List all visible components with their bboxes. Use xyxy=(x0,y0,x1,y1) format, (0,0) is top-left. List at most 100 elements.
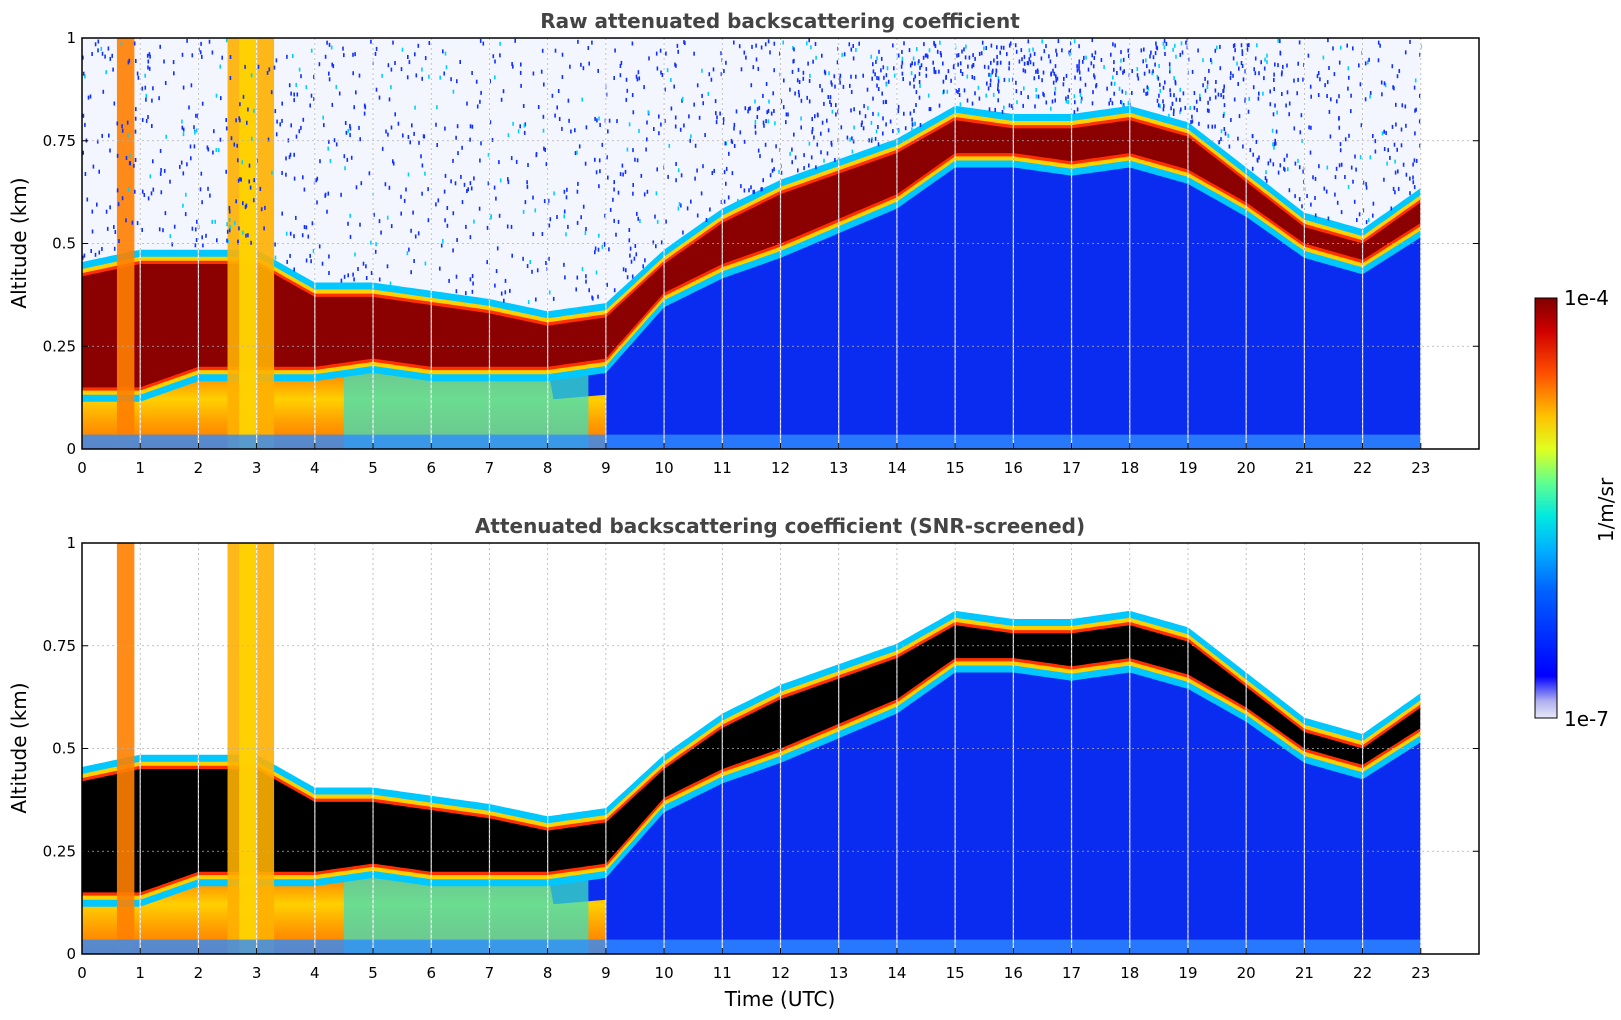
noise-speckle xyxy=(625,97,628,102)
noise-speckle xyxy=(762,178,764,183)
x-tick-label: 0 xyxy=(77,459,87,477)
noise-speckle xyxy=(830,102,832,107)
noise-speckle xyxy=(1043,49,1046,54)
noise-speckle xyxy=(1389,155,1391,160)
noise-speckle xyxy=(1340,45,1342,50)
x-tick-label: 13 xyxy=(829,459,848,477)
noise-speckle xyxy=(683,123,685,128)
noise-speckle xyxy=(499,41,501,46)
noise-speckle xyxy=(151,98,153,103)
noise-speckle xyxy=(264,205,266,210)
noise-speckle xyxy=(705,218,708,222)
noise-speckle xyxy=(933,66,935,71)
noise-speckle xyxy=(631,41,634,46)
noise-speckle xyxy=(1419,52,1421,57)
noise-speckle xyxy=(1008,78,1010,83)
noise-speckle xyxy=(596,118,598,123)
noise-speckle xyxy=(428,74,430,79)
noise-speckle xyxy=(184,212,187,217)
noise-speckle xyxy=(1169,92,1172,97)
noise-speckle xyxy=(517,129,520,134)
noise-speckle xyxy=(1326,165,1329,170)
noise-speckle xyxy=(240,177,242,182)
noise-speckle xyxy=(1163,38,1166,43)
noise-speckle xyxy=(635,252,638,257)
noise-speckle xyxy=(1310,125,1312,130)
noise-speckle xyxy=(764,42,767,47)
noise-speckle xyxy=(748,107,750,111)
noise-speckle xyxy=(668,143,671,148)
noise-speckle xyxy=(450,179,452,184)
x-tick-label: 22 xyxy=(1353,459,1372,477)
noise-speckle xyxy=(1082,59,1084,64)
noise-speckle xyxy=(247,107,249,112)
noise-speckle xyxy=(754,124,757,129)
noise-speckle xyxy=(826,151,829,156)
noise-speckle xyxy=(740,184,742,189)
noise-speckle xyxy=(807,61,809,66)
noise-speckle xyxy=(350,155,353,160)
noise-speckle xyxy=(1078,44,1080,49)
noise-speckle xyxy=(439,75,441,80)
noise-speckle xyxy=(1350,93,1352,98)
noise-speckle xyxy=(1273,145,1275,150)
noise-speckle xyxy=(228,206,231,210)
noise-speckle xyxy=(880,56,883,61)
noise-speckle xyxy=(1199,97,1201,102)
x-tick-label: 6 xyxy=(426,459,436,477)
noise-speckle xyxy=(574,128,576,133)
noise-speckle xyxy=(1156,46,1159,51)
noise-speckle xyxy=(754,99,756,104)
noise-speckle xyxy=(566,187,568,192)
noise-speckle xyxy=(378,95,381,100)
noise-speckle xyxy=(599,123,601,127)
noise-speckle xyxy=(1265,170,1267,175)
noise-speckle xyxy=(613,288,616,293)
noise-speckle xyxy=(625,77,628,82)
noise-speckle xyxy=(143,193,146,197)
noise-speckle xyxy=(1150,50,1152,55)
noise-speckle xyxy=(594,250,596,255)
noise-speckle xyxy=(877,125,879,129)
noise-speckle xyxy=(1288,112,1290,117)
noise-speckle xyxy=(910,71,913,76)
noise-speckle xyxy=(324,193,326,198)
noise-speckle xyxy=(324,54,327,59)
noise-speckle xyxy=(794,91,796,96)
noise-speckle xyxy=(524,200,527,205)
noise-speckle xyxy=(328,71,330,76)
noise-speckle xyxy=(442,238,444,243)
noise-speckle xyxy=(563,209,566,214)
noise-speckle xyxy=(94,252,97,257)
noise-speckle xyxy=(1174,43,1176,48)
noise-speckle xyxy=(499,53,501,58)
noise-speckle xyxy=(864,114,867,119)
noise-speckle xyxy=(758,105,761,110)
noise-speckle xyxy=(620,60,623,65)
noise-speckle xyxy=(632,110,635,115)
noise-speckle xyxy=(1051,99,1054,104)
noise-speckle xyxy=(246,120,248,125)
noise-speckle xyxy=(660,122,662,127)
noise-speckle xyxy=(465,224,467,229)
noise-speckle xyxy=(1109,97,1112,102)
noise-speckle xyxy=(563,189,566,194)
noise-speckle xyxy=(689,138,691,143)
noise-speckle xyxy=(1035,69,1037,74)
noise-speckle xyxy=(300,125,302,130)
noise-speckle xyxy=(700,191,703,196)
noise-speckle xyxy=(1003,105,1005,110)
noise-speckle xyxy=(1050,72,1052,77)
noise-speckle xyxy=(1163,45,1166,50)
noise-speckle xyxy=(1256,157,1259,162)
noise-speckle xyxy=(209,193,211,198)
noise-speckle xyxy=(117,202,120,207)
noise-speckle xyxy=(345,130,348,135)
noise-speckle xyxy=(1145,58,1147,63)
noise-speckle xyxy=(1079,76,1082,81)
noise-speckle xyxy=(1204,88,1207,93)
noise-speckle xyxy=(861,120,863,125)
noise-speckle xyxy=(1152,69,1154,74)
noise-speckle xyxy=(785,120,787,125)
noise-speckle xyxy=(445,65,448,70)
